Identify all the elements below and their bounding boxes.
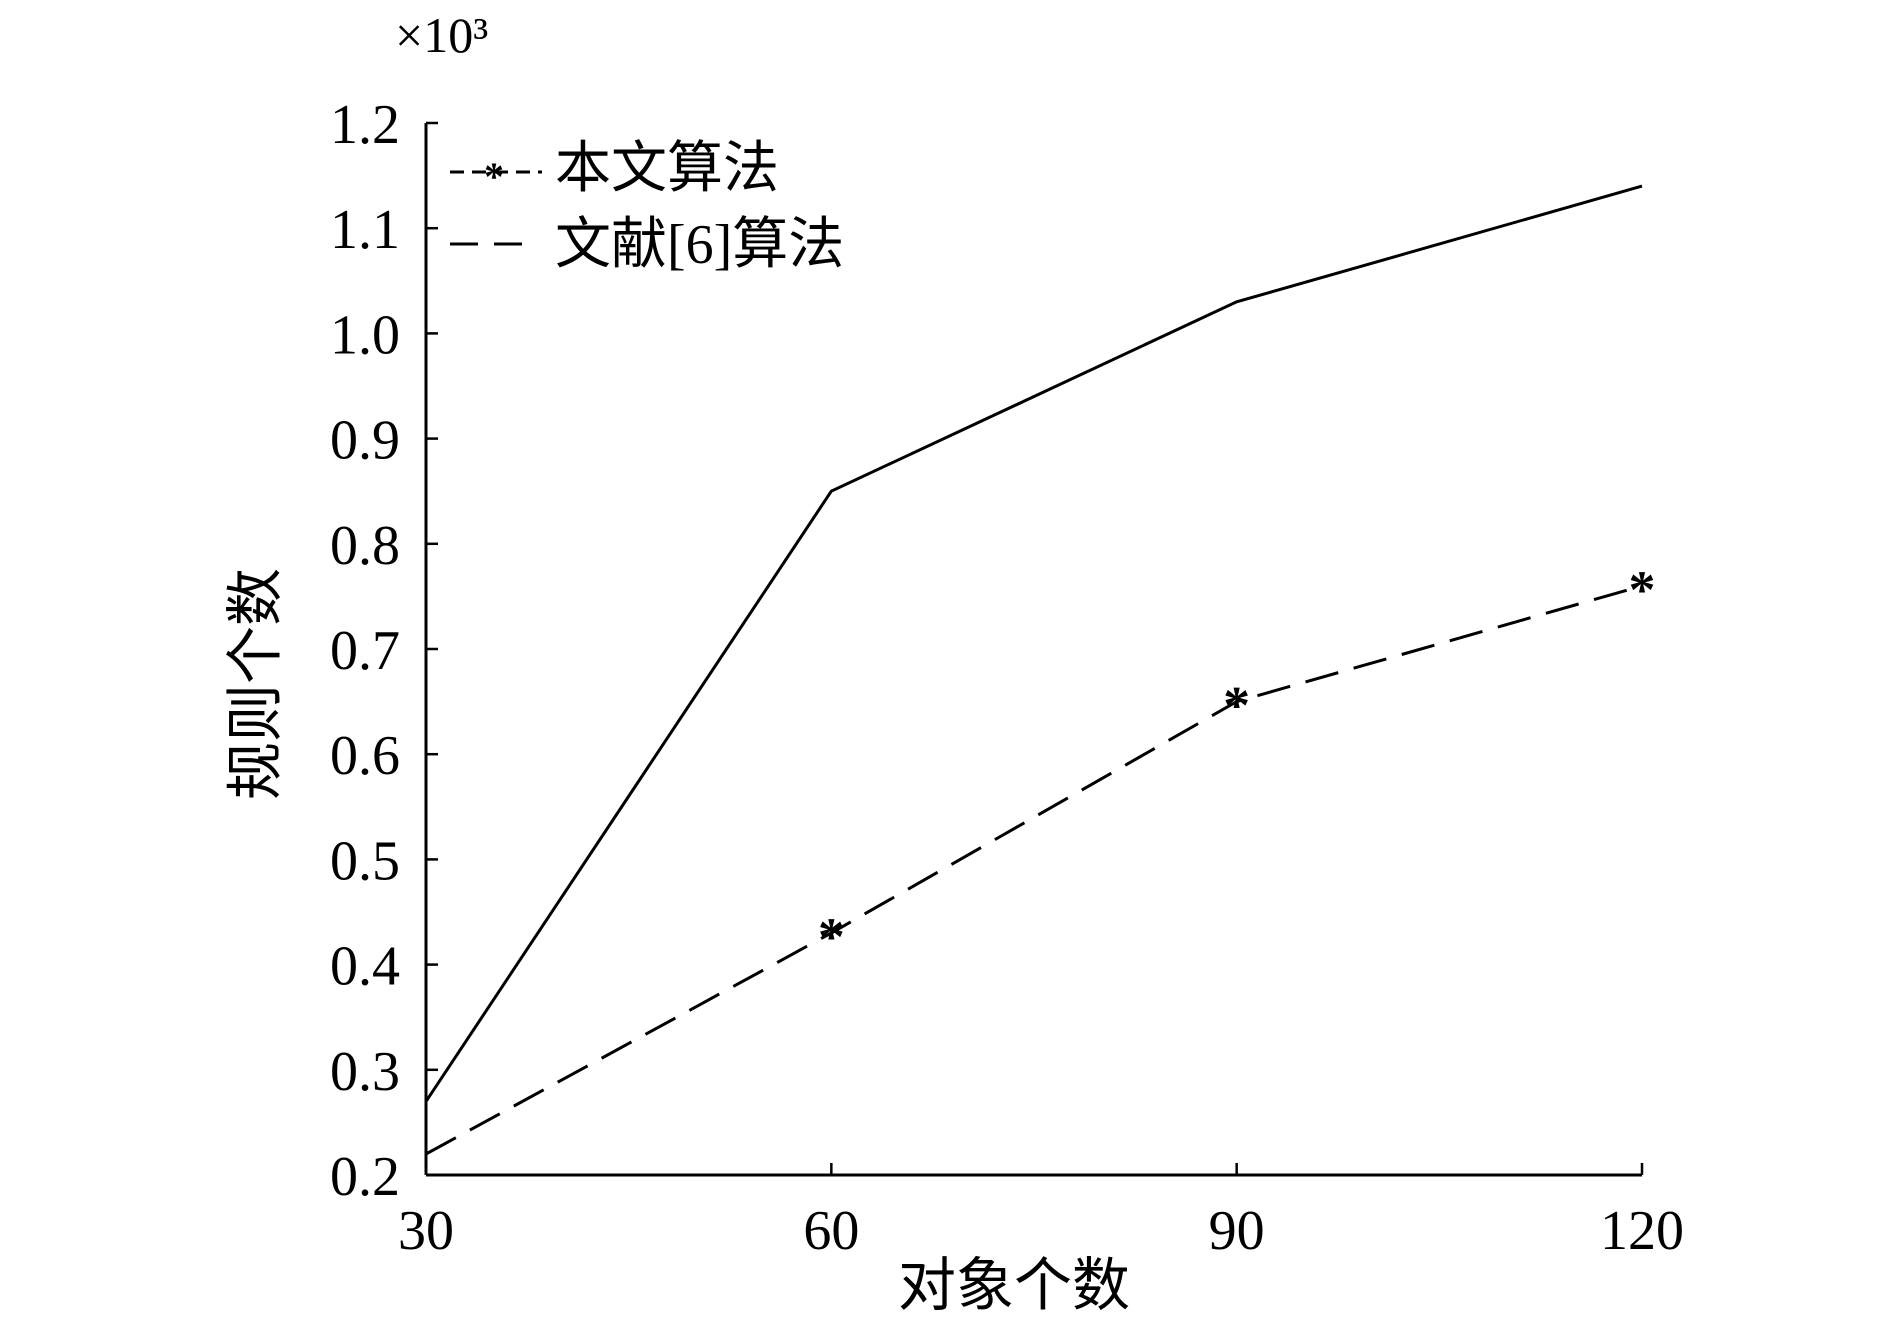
series-lines <box>424 184 1643 1156</box>
y-axis-label: 规则个数 <box>223 568 288 800</box>
legend-star-marker: * <box>484 154 504 199</box>
y-tick-label: 0.6 <box>330 725 400 787</box>
x-tick-label: 60 <box>803 1200 859 1262</box>
y-tick-label: 1.2 <box>330 94 400 156</box>
y-tick-label: 0.4 <box>330 936 400 998</box>
series-markers: * * * <box>818 560 1656 967</box>
y-tick-label: 1.1 <box>330 199 400 261</box>
y-tick-label: 0.5 <box>330 830 400 892</box>
y-tick-label: 1.0 <box>330 304 400 366</box>
legend-label-0: 本文算法 <box>555 138 779 200</box>
x-tick-label: 90 <box>1209 1200 1265 1262</box>
series-star-marker: * <box>1629 560 1656 620</box>
legend: * 本文算法 文献[6]算法 <box>450 138 844 276</box>
series-star-marker: * <box>1223 676 1250 736</box>
y-tick-label: 0.7 <box>330 620 400 682</box>
series-star-marker: * <box>818 907 845 967</box>
y-tick-label: 0.9 <box>330 410 400 472</box>
x-tick-label: 120 <box>1600 1200 1684 1262</box>
x-tick-label: 30 <box>398 1200 454 1262</box>
legend-label-1: 文献[6]算法 <box>555 214 844 276</box>
axes <box>424 123 1642 1177</box>
y-tick-label: 0.8 <box>330 515 400 577</box>
y-tick-label: 0.3 <box>330 1041 400 1103</box>
ticks: 0.2 0.3 0.4 0.5 0.6 0.7 0.8 0.9 1.0 1.1 1.2 30 60 90 1… <box>330 94 1684 1262</box>
y-multiplier-label: ×10³ <box>395 7 488 63</box>
series-line-1 <box>424 184 1643 1103</box>
series-line-0 <box>425 584 1643 1156</box>
y-tick-label: 0.2 <box>330 1146 400 1208</box>
x-axis-label: 对象个数 <box>898 1253 1130 1318</box>
